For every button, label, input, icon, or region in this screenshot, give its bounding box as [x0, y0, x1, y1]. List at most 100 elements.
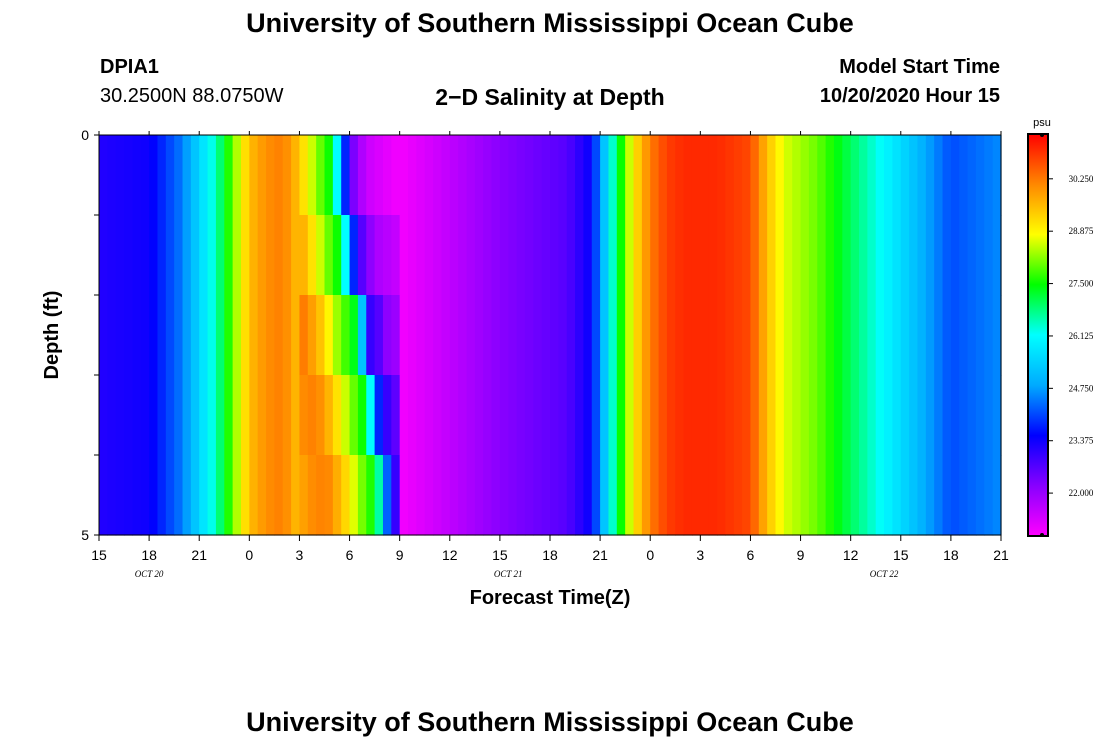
heatmap-cell: [441, 215, 451, 296]
heatmap-cell: [399, 135, 409, 216]
heatmap-cell: [282, 215, 292, 296]
heatmap-cell: [775, 375, 785, 456]
colorbar-tick-label: 30.250: [1069, 174, 1094, 184]
x-axis-title: Forecast Time(Z): [470, 587, 631, 609]
heatmap-cell: [984, 215, 994, 296]
heatmap-cell: [190, 455, 200, 536]
heatmap-cell: [867, 375, 877, 456]
heatmap-cell: [99, 455, 108, 536]
heatmap-cell: [533, 295, 543, 376]
heatmap-cell: [959, 375, 969, 456]
colorbar: 30.250 28.875 27.500 26.125 24.750 23.375 22.0…: [1027, 133, 1094, 537]
heatmap-cell: [449, 135, 459, 216]
heatmap-cell: [925, 375, 935, 456]
heatmap-cell: [950, 455, 960, 536]
heatmap-cell: [357, 215, 367, 296]
heatmap-cell: [474, 455, 484, 536]
heatmap-cell: [875, 375, 885, 456]
heatmap-cell: [583, 455, 593, 536]
heatmap-cell: [992, 295, 1002, 376]
heatmap-cell: [808, 295, 818, 376]
heatmap-cell: [558, 455, 568, 536]
heatmap-cell: [524, 295, 534, 376]
heatmap-cell: [541, 215, 551, 296]
heatmap-cell: [591, 455, 601, 536]
heatmap-cell: [600, 375, 610, 456]
heatmap-cell: [215, 135, 225, 216]
heatmap-cell: [499, 215, 509, 296]
heatmap-cell: [909, 295, 919, 376]
heatmap-cell: [249, 135, 259, 216]
heatmap-cell: [633, 455, 643, 536]
heatmap-cell: [575, 375, 585, 456]
heatmap-cell: [633, 215, 643, 296]
heatmap-cell: [942, 375, 952, 456]
heatmap-cell: [992, 375, 1002, 456]
heatmap-cell: [266, 375, 275, 456]
heatmap-cell: [583, 295, 593, 376]
heatmap-cell: [733, 135, 743, 216]
heatmap-cell: [207, 215, 217, 296]
heatmap-cell: [182, 375, 192, 456]
heatmap-cell: [149, 295, 159, 376]
heatmap-cell: [575, 295, 585, 376]
heatmap-cell: [324, 295, 334, 376]
x-tick-label: 15: [492, 547, 508, 563]
heatmap-cell: [975, 295, 985, 376]
heatmap-cell: [382, 375, 392, 456]
heatmap-cell: [700, 215, 710, 296]
heatmap-cell: [742, 295, 752, 376]
heatmap-cell: [850, 295, 860, 376]
heatmap-cell: [140, 455, 150, 536]
heatmap-cell: [541, 295, 551, 376]
heatmap-cell: [758, 455, 768, 536]
heatmap-cell: [165, 375, 175, 456]
colorbar-tick-label: 23.375: [1069, 436, 1094, 446]
colorbar-scale: [1027, 133, 1049, 537]
heatmap-cell: [917, 135, 927, 216]
heatmap-cell: [124, 295, 134, 376]
heatmap-cell: [558, 375, 568, 456]
heatmap-cell: [433, 455, 443, 536]
heatmap-cell: [833, 215, 843, 296]
heatmap-cell: [575, 135, 585, 216]
heatmap-cell: [733, 375, 743, 456]
heatmap-cell: [767, 295, 777, 376]
heatmap-cell: [550, 135, 559, 216]
heatmap-cell: [925, 295, 935, 376]
heatmap-cell: [608, 215, 618, 296]
heatmap-cell: [232, 295, 242, 376]
heatmap-cell: [758, 215, 768, 296]
heatmap-cell: [357, 135, 367, 216]
heatmap-cell: [616, 375, 626, 456]
heatmap-cell: [499, 295, 509, 376]
heatmap-cell: [240, 295, 250, 376]
heatmap-cell: [491, 455, 501, 536]
heatmap-cell: [391, 135, 401, 216]
heatmap-cell: [458, 455, 468, 536]
heatmap-cell: [374, 295, 384, 376]
heatmap-cell: [449, 295, 459, 376]
heatmap-cell: [550, 375, 559, 456]
heatmap-cell: [449, 215, 459, 296]
heatmap-cell: [391, 295, 401, 376]
heatmap-cell: [942, 295, 952, 376]
heatmap-cell: [783, 215, 793, 296]
heatmap-cell: [892, 135, 902, 216]
heatmap-cell: [107, 215, 117, 296]
heatmap-cell: [366, 215, 376, 296]
heatmap-cell: [650, 135, 660, 216]
heatmap-cell: [625, 215, 635, 296]
heatmap-cell: [232, 375, 242, 456]
heatmap-cell: [884, 135, 894, 216]
heatmap-cell: [550, 215, 559, 296]
heatmap-cell: [524, 135, 534, 216]
heatmap-cell: [499, 375, 509, 456]
heatmap-cell: [408, 135, 417, 216]
heatmap-cell: [616, 135, 626, 216]
heatmap-cell: [190, 375, 200, 456]
heatmap-cell: [992, 455, 1002, 536]
heatmap-cell: [240, 375, 250, 456]
heatmap-cell: [783, 455, 793, 536]
heatmap-cell: [600, 215, 610, 296]
